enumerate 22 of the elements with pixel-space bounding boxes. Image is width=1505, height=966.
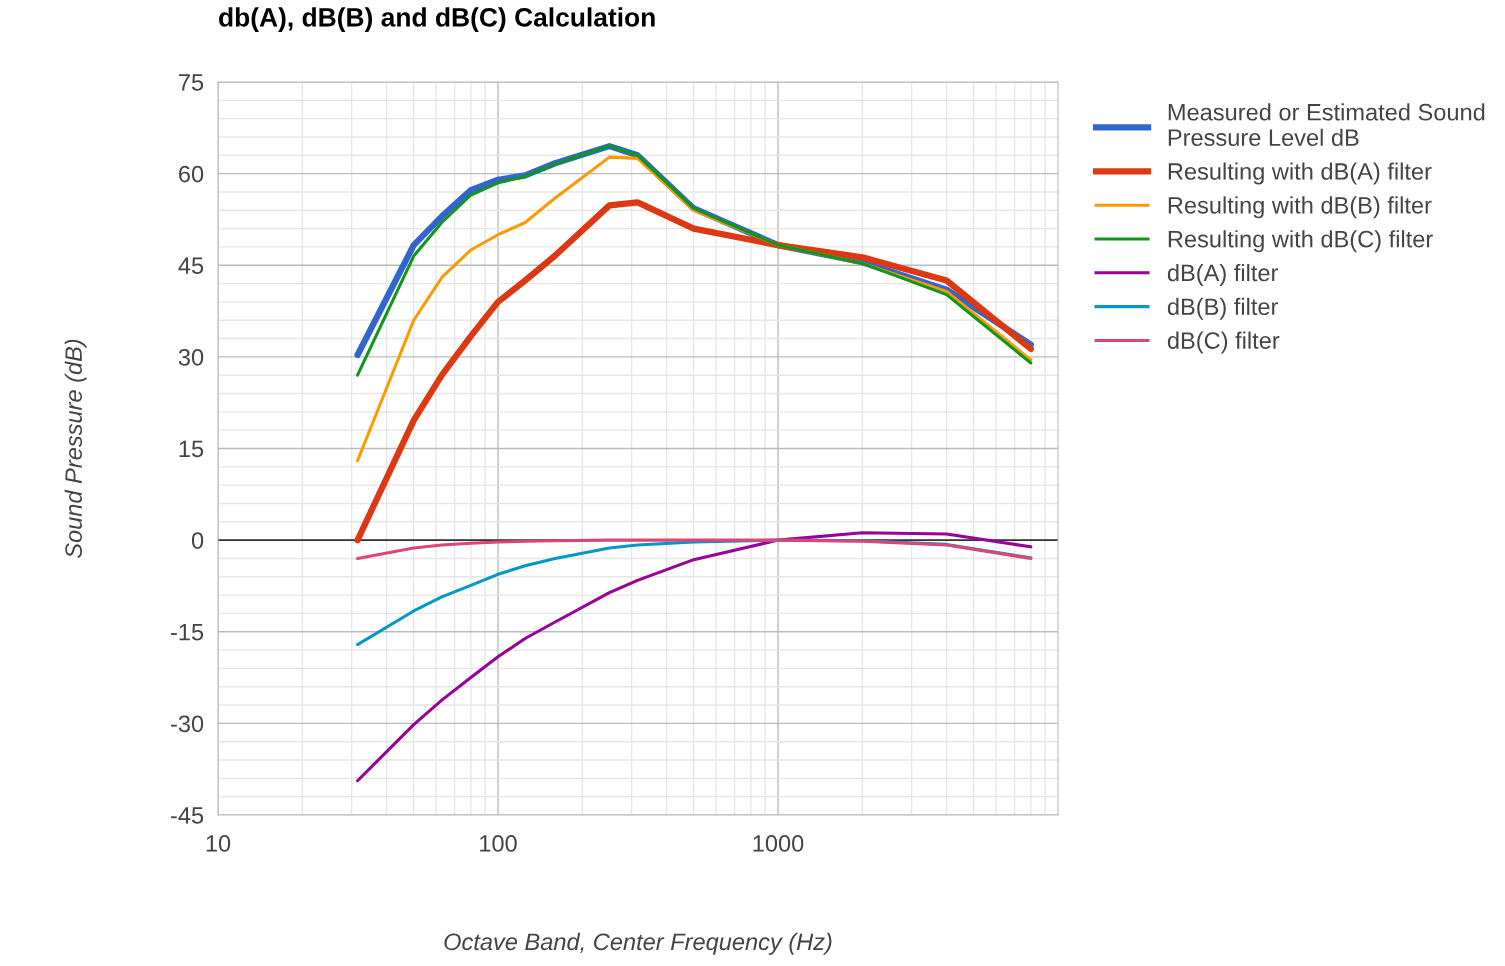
legend-label: dB(B) filter — [1167, 297, 1279, 320]
legend-label: Measured or Estimated Sound Pressure Level dB — [1168, 103, 1485, 147]
y-tick-label: 60 — [179, 165, 204, 183]
y-axis-title: Sound Pressure (dB) — [64, 339, 87, 559]
y-tick-label: -30 — [171, 715, 204, 733]
legend-label: Resulting with dB(B) filter — [1168, 196, 1432, 219]
legend-label: dB(A) filter — [1167, 263, 1279, 286]
x-tick-label: 100 — [480, 835, 517, 852]
y-tick-label: 0 — [191, 532, 204, 549]
x-axis-title: Octave Band, Center Frequency (Hz) — [444, 932, 832, 955]
legend-label: Resulting with dB(C) filter — [1168, 230, 1433, 253]
legend-label: dB(C) filter — [1167, 331, 1280, 354]
y-tick-label: -15 — [171, 624, 204, 641]
y-tick-label: 15 — [179, 440, 204, 458]
chart-title: db(A), dB(B) and dB(C) Calculation — [219, 7, 655, 32]
y-tick-label: 75 — [179, 74, 204, 91]
y-tick-label: -45 — [171, 807, 204, 824]
y-tick-label: 30 — [178, 348, 204, 366]
legend-label: Resulting with dB(A) filter — [1168, 162, 1432, 185]
y-tick-label: 45 — [178, 257, 204, 275]
x-tick-label: 1000 — [753, 835, 804, 852]
x-tick-label: 10 — [206, 835, 231, 852]
